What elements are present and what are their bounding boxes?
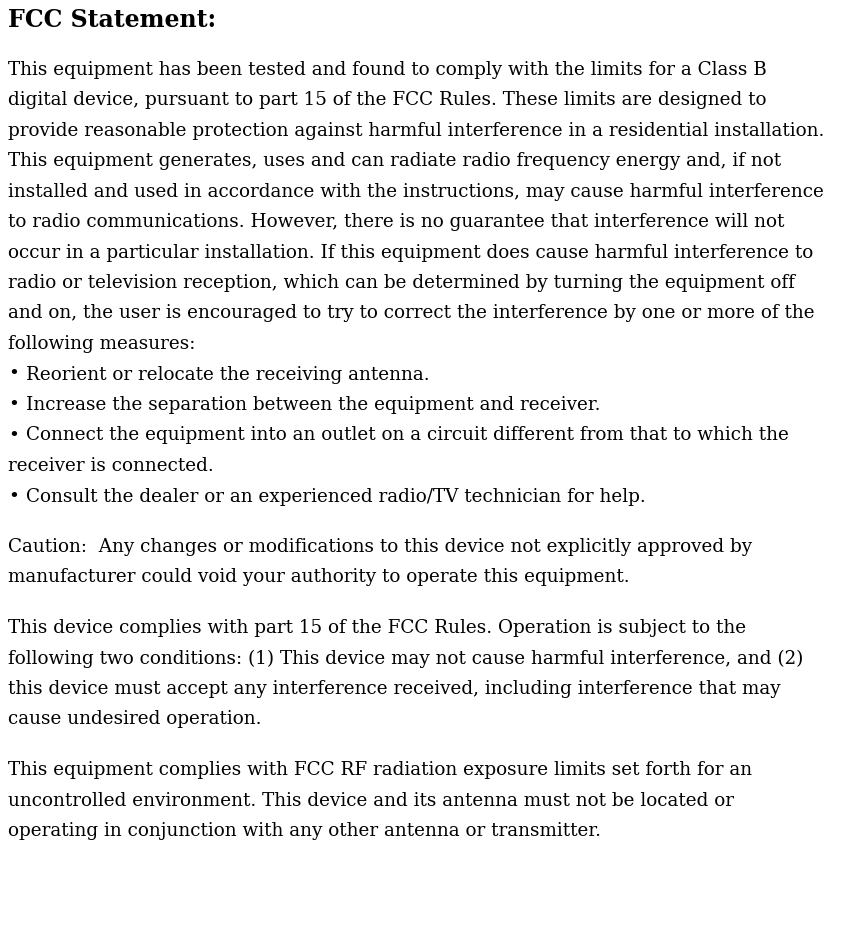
Text: installed and used in accordance with the instructions, may cause harmful interf: installed and used in accordance with th… bbox=[8, 182, 823, 200]
Text: Consult the dealer or an experienced radio/TV technician for help.: Consult the dealer or an experienced rad… bbox=[26, 488, 646, 506]
Text: following two conditions: (1) This device may not cause harmful interference, an: following two conditions: (1) This devic… bbox=[8, 649, 804, 668]
Text: Reorient or relocate the receiving antenna.: Reorient or relocate the receiving anten… bbox=[26, 365, 430, 383]
Text: digital device, pursuant to part 15 of the FCC Rules. These limits are designed : digital device, pursuant to part 15 of t… bbox=[8, 91, 766, 109]
Text: operating in conjunction with any other antenna or transmitter.: operating in conjunction with any other … bbox=[8, 822, 601, 840]
Text: •: • bbox=[8, 426, 19, 444]
Text: This equipment complies with FCC RF radiation exposure limits set forth for an: This equipment complies with FCC RF radi… bbox=[8, 761, 753, 779]
Text: manufacturer could void your authority to operate this equipment.: manufacturer could void your authority t… bbox=[8, 568, 630, 586]
Text: •: • bbox=[8, 365, 19, 383]
Text: FCC Statement:: FCC Statement: bbox=[8, 8, 216, 32]
Text: radio or television reception, which can be determined by turning the equipment : radio or television reception, which can… bbox=[8, 274, 795, 292]
Text: following measures:: following measures: bbox=[8, 335, 195, 353]
Text: uncontrolled environment. This device and its antenna must not be located or: uncontrolled environment. This device an… bbox=[8, 791, 734, 809]
Text: receiver is connected.: receiver is connected. bbox=[8, 457, 214, 475]
Text: and on, the user is encouraged to try to correct the interference by one or more: and on, the user is encouraged to try to… bbox=[8, 305, 815, 323]
Text: Connect the equipment into an outlet on a circuit different from that to which t: Connect the equipment into an outlet on … bbox=[26, 426, 789, 444]
Text: provide reasonable protection against harmful interference in a residential inst: provide reasonable protection against ha… bbox=[8, 121, 824, 140]
Text: Caution:  Any changes or modifications to this device not explicitly approved by: Caution: Any changes or modifications to… bbox=[8, 538, 753, 556]
Text: occur in a particular installation. If this equipment does cause harmful interfe: occur in a particular installation. If t… bbox=[8, 244, 813, 262]
Text: •: • bbox=[8, 396, 19, 414]
Text: to radio communications. However, there is no guarantee that interference will n: to radio communications. However, there … bbox=[8, 213, 785, 231]
Text: cause undesired operation.: cause undesired operation. bbox=[8, 711, 261, 729]
Text: this device must accept any interference received, including interference that m: this device must accept any interference… bbox=[8, 680, 780, 698]
Text: Increase the separation between the equipment and receiver.: Increase the separation between the equi… bbox=[26, 396, 600, 414]
Text: This equipment has been tested and found to comply with the limits for a Class B: This equipment has been tested and found… bbox=[8, 61, 766, 79]
Text: This device complies with part 15 of the FCC Rules. Operation is subject to the: This device complies with part 15 of the… bbox=[8, 619, 746, 637]
Text: This equipment generates, uses and can radiate radio frequency energy and, if no: This equipment generates, uses and can r… bbox=[8, 152, 781, 170]
Text: •: • bbox=[8, 488, 19, 506]
